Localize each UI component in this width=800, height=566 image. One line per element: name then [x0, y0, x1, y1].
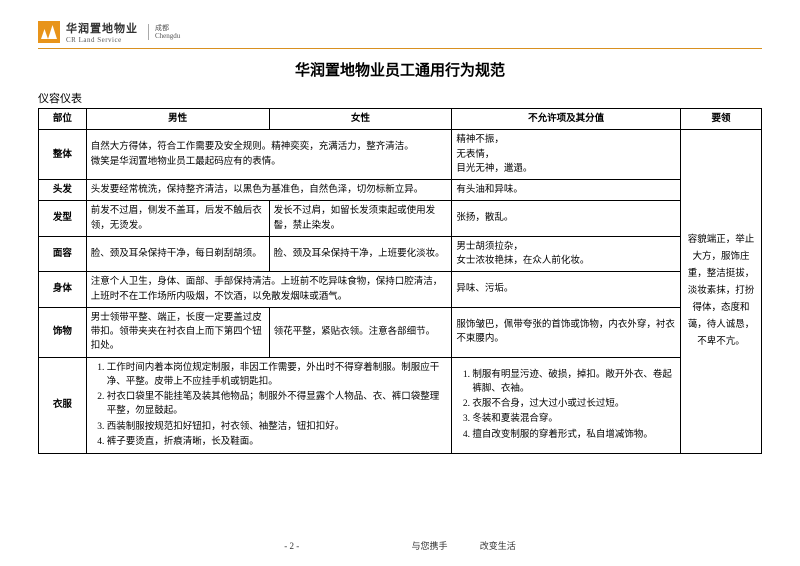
brand-text: 华润置地物业 CR Land Service [66, 20, 138, 44]
list-item: 工作时间内着本岗位规定制服，非因工作需要，外出时不得穿着制服。制服应干净、平整。… [107, 361, 448, 390]
row-part: 身体 [39, 272, 87, 308]
row-male: 脸、颈及耳朵保持干净，每日剃刮胡须。 [86, 236, 269, 272]
row-forbid: 制服有明显污迹、破损，掉扣。敞开外衣、卷起裤脚、衣袖。衣服不合身，过大过小或过长… [452, 357, 681, 454]
table-row: 身体 注意个人卫生，身体、面部、手部保持清洁。上班前不吃异味食物，保持口腔清洁，… [39, 272, 762, 308]
table-row: 发型 前发不过眉，侧发不盖耳，后发不触后衣领，无烫发。 发长不过肩，如留长发须束… [39, 201, 762, 237]
table-header-row: 部位 男性 女性 不允许项及其分值 要领 [39, 109, 762, 130]
logo-icon [38, 21, 60, 43]
list-item: 衣服不合身，过大过小或过长过短。 [472, 397, 676, 411]
th-part: 部位 [39, 109, 87, 130]
table-row: 饰物 男士领带平整、端正，长度一定要盖过皮带扣。领带夹夹在衬衣自上而下第四个钮扣… [39, 307, 762, 357]
table-row: 衣服 工作时间内着本岗位规定制服，非因工作需要，外出时不得穿着制服。制服应干净、… [39, 357, 762, 454]
row-part: 饰物 [39, 307, 87, 357]
row-part: 衣服 [39, 357, 87, 454]
row-part: 整体 [39, 130, 87, 180]
row-mf: 自然大方得体，符合工作需要及安全规则。精神奕奕，充满活力，整齐清洁。 微笑是华润… [86, 130, 452, 180]
appearance-table: 部位 男性 女性 不允许项及其分值 要领 整体 自然大方得体，符合工作需要及安全… [38, 108, 762, 454]
th-tips: 要领 [680, 109, 761, 130]
th-male: 男性 [86, 109, 269, 130]
th-female: 女性 [269, 109, 452, 130]
row-mf: 头发要经常梳洗，保持整齐清洁，以黑色为基准色，自然色泽，切勿标新立异。 [86, 180, 452, 201]
row-female: 领花平整，紧贴衣领。注意各部细节。 [269, 307, 452, 357]
list-item: 衬衣口袋里不能挂笔及装其他物品；制服外不得显露个人物品、衣、裤口袋整理平整，勿显… [107, 390, 448, 419]
row-forbid: 异味、污垢。 [452, 272, 681, 308]
row-part: 发型 [39, 201, 87, 237]
footer-slogan: 与您携手 [411, 539, 447, 552]
row-part: 面容 [39, 236, 87, 272]
th-forbid: 不允许项及其分值 [452, 109, 681, 130]
section-title: 仪容仪表 [38, 90, 762, 106]
page-footer: - 2 - 与您携手 改变生活 [0, 539, 800, 552]
tips-cell: 容貌端正，举止大方，服饰庄重，整洁挺拔，淡妆素抹，打扮得体，态度和蔼，待人诚恳，… [680, 130, 761, 454]
row-female: 脸、颈及耳朵保持干净，上班要化淡妆。 [269, 236, 452, 272]
list-item: 冬装和夏装混合穿。 [472, 412, 676, 426]
document-header: 华润置地物业 CR Land Service 成都 Chengdu [38, 20, 762, 49]
row-male: 男士领带平整、端正，长度一定要盖过皮带扣。领带夹夹在衬衣自上而下第四个钮扣处。 [86, 307, 269, 357]
table-row: 头发 头发要经常梳洗，保持整齐清洁，以黑色为基准色，自然色泽，切勿标新立异。 有… [39, 180, 762, 201]
list-item: 擅自改变制服的穿着形式，私自增减饰物。 [472, 428, 676, 442]
list-item: 裤子要烫直，折痕清晰，长及鞋面。 [107, 435, 448, 449]
list-item: 制服有明显污迹、破损，掉扣。敞开外衣、卷起裤脚、衣袖。 [472, 368, 676, 397]
row-male: 前发不过眉，侧发不盖耳，后发不触后衣领，无烫发。 [86, 201, 269, 237]
row-mf: 注意个人卫生，身体、面部、手部保持清洁。上班前不吃异味食物，保持口腔清洁，上班时… [86, 272, 452, 308]
row-forbid: 男士胡须拉杂， 女士浓妆艳抹，在众人前化妆。 [452, 236, 681, 272]
row-part: 头发 [39, 180, 87, 201]
brand-en: CR Land Service [66, 36, 138, 44]
table-row: 面容 脸、颈及耳朵保持干净，每日剃刮胡须。 脸、颈及耳朵保持干净，上班要化淡妆。… [39, 236, 762, 272]
row-forbid: 张扬，散乱。 [452, 201, 681, 237]
brand-cn: 华润置地物业 [66, 20, 138, 36]
list-item: 西装制服按规范扣好钮扣，衬衣领、袖整洁，钮扣扣好。 [107, 420, 448, 434]
page-title: 华润置地物业员工通用行为规范 [38, 59, 762, 80]
row-forbid: 精神不振， 无表情， 目光无神，邋遢。 [452, 130, 681, 180]
brand-sub: 成都 Chengdu [148, 24, 180, 41]
row-mf: 工作时间内着本岗位规定制服，非因工作需要，外出时不得穿着制服。制服应干净、平整。… [86, 357, 452, 454]
row-female: 发长不过肩，如留长发须束起或使用发髻，禁止染发。 [269, 201, 452, 237]
row-forbid: 有头油和异味。 [452, 180, 681, 201]
page-number: - 2 - [284, 541, 299, 551]
footer-slogan: 改变生活 [480, 539, 516, 552]
table-row: 整体 自然大方得体，符合工作需要及安全规则。精神奕奕，充满活力，整齐清洁。 微笑… [39, 130, 762, 180]
row-forbid: 服饰皱巴，佩带夸张的首饰或饰物，内衣外穿，衬衣不束腰内。 [452, 307, 681, 357]
